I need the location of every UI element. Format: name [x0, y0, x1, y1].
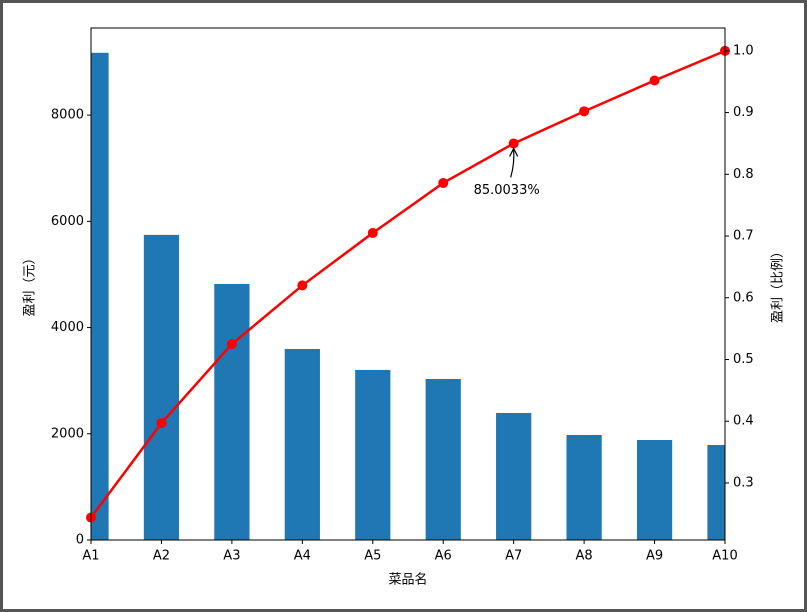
- y2-tick-label: 1.0: [733, 43, 754, 58]
- bar: [496, 412, 532, 540]
- x-tick-label: A9: [646, 549, 663, 564]
- line-marker: [367, 227, 378, 238]
- y2-tick-label: 0.8: [733, 167, 754, 182]
- annotation-arrowhead: [509, 147, 519, 157]
- x-tick-label: A2: [153, 549, 170, 564]
- axes-frame: [90, 27, 726, 541]
- y2-axis-label: 盈利（比例）: [771, 245, 786, 323]
- line-marker: [156, 418, 167, 429]
- x-tick-label: A5: [364, 549, 381, 564]
- line-marker: [226, 339, 237, 350]
- y-axis-label: 盈利（元）: [23, 251, 38, 316]
- bar: [566, 434, 602, 540]
- annotation-arrow: [510, 149, 515, 178]
- y-tick-label: 2000: [51, 426, 84, 441]
- bar: [143, 234, 180, 540]
- line-marker: [297, 280, 308, 291]
- y2-tick-label: 0.7: [733, 229, 754, 244]
- x-tick-label: A3: [223, 549, 240, 564]
- line-marker: [579, 106, 590, 117]
- bar: [425, 378, 461, 540]
- y2-tick-label: 0.6: [733, 290, 754, 305]
- x-tick-label: A7: [505, 549, 522, 564]
- y2-tick-label: 0.9: [733, 105, 754, 120]
- y-tick-label: 0: [76, 533, 84, 548]
- x-axis-label: 菜品名: [388, 572, 427, 588]
- line-marker: [508, 138, 519, 149]
- x-tick-label: A4: [294, 549, 311, 564]
- x-tick-label: A8: [576, 549, 593, 564]
- bar: [707, 444, 725, 540]
- line: [91, 49, 725, 519]
- y-tick-label: 6000: [51, 214, 84, 229]
- y2-tick-label: 0.4: [733, 414, 754, 429]
- line-marker: [438, 177, 449, 188]
- bar: [214, 283, 250, 540]
- line-marker: [649, 75, 660, 86]
- x-tick-label: A6: [435, 549, 452, 564]
- y2-tick-label: 0.3: [733, 475, 754, 490]
- bar: [284, 348, 320, 540]
- bar: [91, 52, 109, 540]
- x-tick-label: A10: [712, 549, 737, 564]
- y2-tick-label: 0.5: [733, 352, 754, 367]
- x-tick-label: A1: [82, 549, 99, 564]
- bar: [636, 439, 673, 540]
- y-tick-label: 4000: [51, 320, 84, 335]
- annotation: 85.0033%: [474, 183, 540, 198]
- y-tick-label: 8000: [51, 108, 84, 123]
- bar: [355, 369, 391, 540]
